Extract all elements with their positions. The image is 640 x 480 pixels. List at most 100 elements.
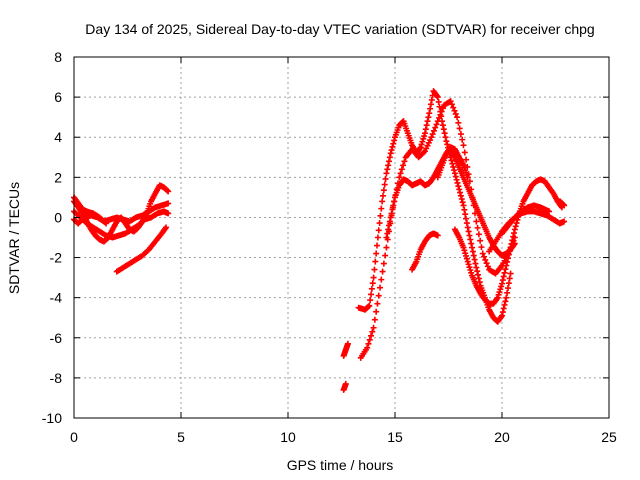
data-point (388, 147, 395, 154)
x-axis-label: GPS time / hours (287, 457, 394, 473)
data-point (460, 202, 467, 209)
data-point (365, 303, 372, 310)
data-point (425, 114, 432, 121)
data-point (442, 134, 449, 141)
data-point (428, 134, 435, 141)
data-point (386, 158, 393, 165)
chart-title: Day 134 of 2025, Sidereal Day-to-day VTE… (85, 21, 594, 37)
data-point (365, 340, 372, 347)
data-point (382, 252, 389, 259)
data-point (371, 316, 378, 323)
data-point (372, 258, 379, 265)
series-arc-7 (340, 340, 351, 359)
data-point (513, 220, 520, 227)
data-point (370, 274, 377, 281)
data-point (163, 224, 170, 231)
data-point (165, 200, 172, 207)
x-tick-label: 25 (601, 429, 617, 445)
data-point (499, 309, 506, 316)
data-point (453, 176, 460, 183)
data-point (435, 98, 442, 105)
data-point (474, 224, 481, 231)
data-point (380, 260, 387, 267)
data-point (368, 285, 375, 292)
data-point (390, 202, 397, 209)
data-point (165, 210, 172, 217)
data-point (421, 130, 428, 137)
data-point (368, 291, 375, 298)
data-point (452, 173, 459, 180)
data-point (473, 264, 480, 271)
data-point (418, 141, 425, 148)
data-point (496, 289, 503, 296)
y-tick-label: -4 (50, 290, 63, 306)
data-point (436, 103, 443, 110)
data-point (457, 192, 464, 199)
data-point (417, 144, 424, 151)
data-points (71, 88, 568, 393)
data-point (401, 158, 408, 165)
data-point (450, 163, 457, 170)
data-point (469, 244, 476, 251)
data-point (441, 130, 448, 137)
data-point (428, 96, 435, 103)
data-point (378, 205, 385, 212)
data-point (461, 206, 468, 213)
data-point (475, 271, 482, 278)
data-point (463, 255, 470, 262)
data-point (366, 302, 373, 309)
data-point (497, 286, 504, 293)
data-point (461, 247, 468, 254)
data-point (380, 187, 387, 194)
data-point (423, 122, 430, 129)
data-point (466, 232, 473, 239)
data-point (461, 149, 468, 156)
data-point (504, 289, 511, 296)
data-point (427, 101, 434, 108)
data-point (500, 305, 507, 312)
series-arc-12 (434, 144, 471, 181)
data-point (463, 215, 470, 222)
data-point (468, 269, 475, 276)
data-point (466, 264, 473, 271)
data-point (499, 277, 506, 284)
data-point (389, 143, 396, 150)
data-point (500, 273, 507, 280)
data-point (479, 250, 486, 257)
data-point (434, 118, 441, 125)
data-point (396, 174, 403, 181)
data-point (469, 248, 476, 255)
data-point (462, 211, 469, 218)
y-tick-label: 4 (54, 129, 62, 145)
data-point (505, 280, 512, 287)
y-tick-label: -6 (50, 330, 63, 346)
data-point (503, 262, 510, 269)
data-point (379, 268, 386, 275)
data-point (420, 135, 427, 142)
data-point (495, 291, 502, 298)
data-point (456, 125, 463, 132)
data-point (426, 110, 433, 117)
data-point (384, 230, 391, 237)
data-point (464, 224, 471, 231)
series-arc-13 (451, 176, 565, 307)
y-tick-label: 6 (54, 89, 62, 105)
data-point (501, 301, 508, 308)
data-point (546, 208, 553, 215)
data-point (371, 266, 378, 273)
data-point (458, 195, 465, 202)
x-tick-label: 10 (280, 429, 296, 445)
data-point (467, 266, 474, 273)
data-point (472, 260, 479, 267)
data-point (379, 198, 386, 205)
data-point (369, 280, 376, 287)
data-point (432, 124, 439, 131)
data-point (364, 344, 371, 351)
y-tick-label: 8 (54, 49, 62, 65)
data-point (375, 292, 382, 299)
data-point (464, 174, 471, 181)
data-point (455, 119, 462, 126)
series-arc-11 (409, 230, 441, 273)
data-point (561, 202, 568, 209)
data-point (463, 220, 470, 227)
